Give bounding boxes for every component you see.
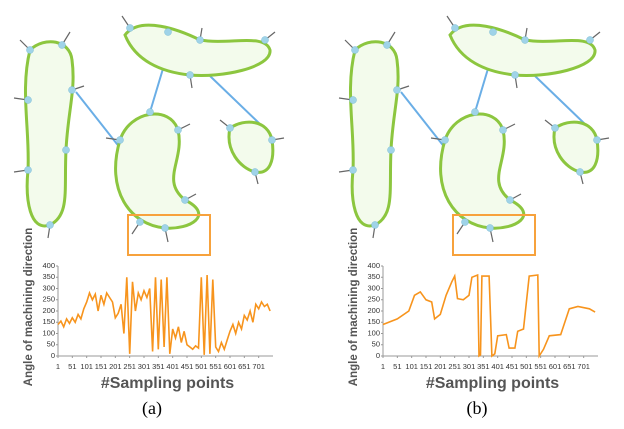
y-tick-label: 250 [367, 295, 380, 304]
x-tick-label: 251 [123, 362, 136, 371]
x-tick-label: 651 [238, 362, 251, 371]
y-tick-label: 50 [47, 340, 55, 349]
x-tick-label: 351 [477, 362, 490, 371]
x-tick-label: 1 [56, 362, 60, 371]
x-tick-label: 551 [209, 362, 222, 371]
x-tick-label: 151 [420, 362, 433, 371]
y-tick-label: 150 [42, 317, 55, 326]
diagram-b [339, 16, 609, 255]
x-axis-label: #Sampling points [101, 375, 234, 392]
x-tick-label: 701 [252, 362, 265, 371]
x-tick-label: 51 [68, 362, 76, 371]
y-axis-label: Angle of machining direction [348, 228, 360, 386]
x-tick-label: 701 [577, 362, 590, 371]
y-tick-label: 200 [42, 306, 55, 315]
x-tick-label: 451 [506, 362, 519, 371]
y-tick-label: 350 [367, 272, 380, 281]
x-tick-label: 201 [434, 362, 447, 371]
y-tick-label: 100 [42, 328, 55, 337]
y-tick-label: 50 [372, 340, 380, 349]
data-line [383, 275, 595, 356]
y-axis-label: Angle of machining direction [23, 228, 35, 386]
x-tick-label: 401 [491, 362, 504, 371]
data-line [58, 275, 270, 355]
caption: (a) [142, 398, 162, 419]
y-tick-label: 300 [367, 283, 380, 292]
y-tick-label: 300 [42, 283, 55, 292]
x-tick-label: 401 [166, 362, 179, 371]
x-tick-label: 501 [195, 362, 208, 371]
y-tick-label: 150 [367, 317, 380, 326]
x-tick-label: 351 [152, 362, 165, 371]
x-tick-label: 1 [381, 362, 385, 371]
y-tick-label: 250 [42, 295, 55, 304]
x-tick-label: 601 [549, 362, 562, 371]
x-tick-label: 151 [95, 362, 108, 371]
x-tick-label: 51 [393, 362, 401, 371]
y-tick-label: 100 [367, 328, 380, 337]
figure: 0501001502002503003504001511011512012513… [0, 0, 624, 429]
x-tick-label: 201 [109, 362, 122, 371]
x-tick-label: 101 [80, 362, 93, 371]
x-axis-label: #Sampling points [426, 375, 559, 392]
x-tick-label: 451 [181, 362, 194, 371]
x-tick-label: 551 [534, 362, 547, 371]
x-tick-label: 301 [463, 362, 476, 371]
diagram-a [14, 16, 284, 255]
x-tick-label: 251 [448, 362, 461, 371]
y-tick-label: 0 [51, 351, 55, 360]
x-tick-label: 601 [224, 362, 237, 371]
y-tick-label: 400 [367, 261, 380, 270]
y-tick-label: 0 [376, 351, 380, 360]
x-tick-label: 651 [563, 362, 576, 371]
y-tick-label: 200 [367, 306, 380, 315]
y-tick-label: 350 [42, 272, 55, 281]
x-tick-label: 101 [405, 362, 418, 371]
x-tick-label: 301 [138, 362, 151, 371]
caption: (b) [467, 398, 488, 419]
y-tick-label: 400 [42, 261, 55, 270]
x-tick-label: 501 [520, 362, 533, 371]
